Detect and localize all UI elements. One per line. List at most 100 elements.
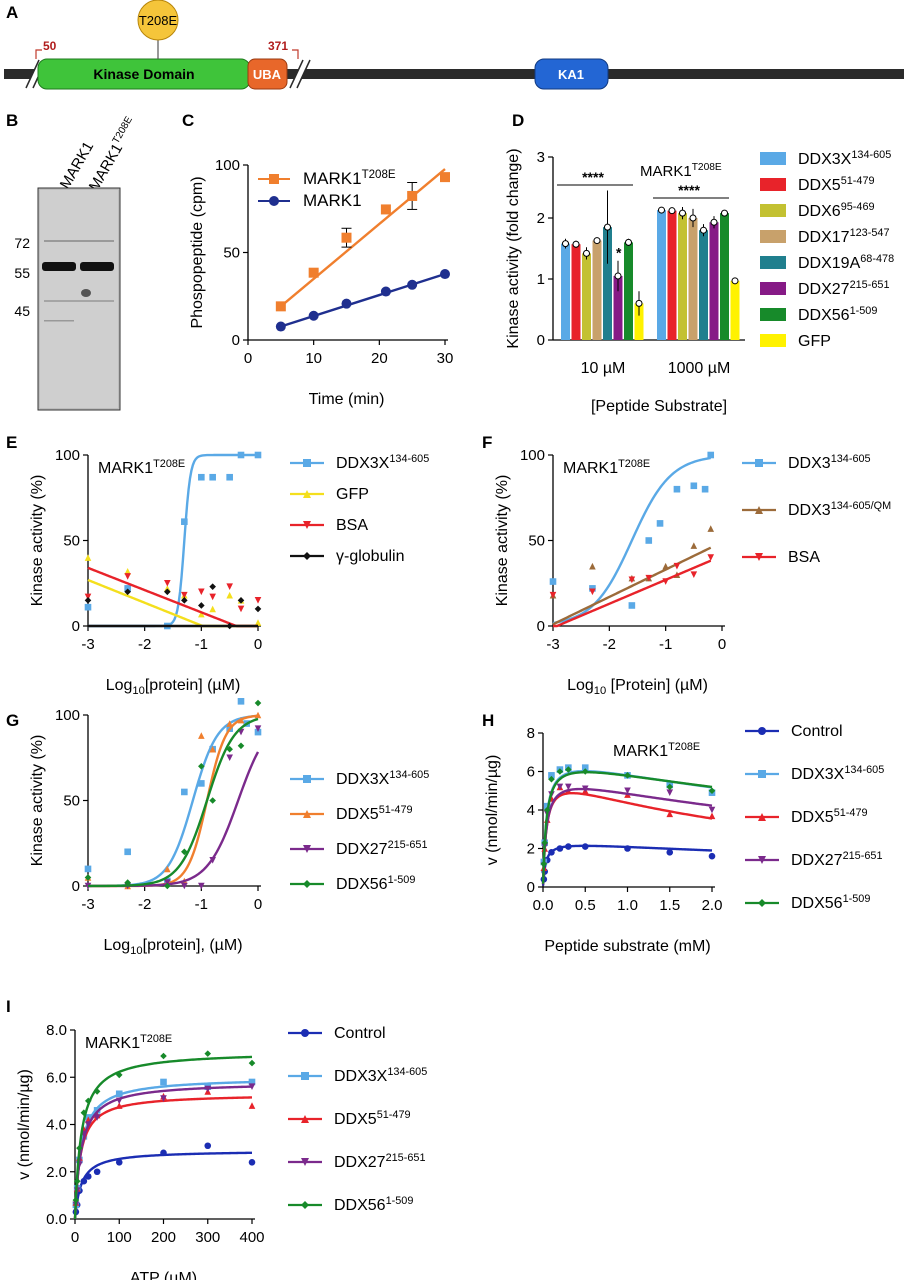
- legend-label-sup: 215-651: [388, 839, 428, 851]
- legend-label-sup: 51-479: [834, 807, 868, 819]
- y-tick-label: 8: [527, 725, 535, 742]
- y-axis-label: Phospopeptide (cpm): [189, 176, 206, 328]
- panel-letter-g: G: [6, 711, 19, 730]
- data-point: [226, 745, 233, 753]
- mutation-badge: [137, 0, 179, 41]
- x-tick-label: 0: [254, 896, 262, 913]
- chart-title-sup: T208E: [692, 162, 722, 173]
- y-tick-label: 50: [63, 533, 80, 550]
- data-point: [624, 845, 631, 852]
- data-point: [93, 1114, 101, 1121]
- data-point: [679, 209, 686, 217]
- data-point: [209, 605, 216, 613]
- legend-marker: [303, 880, 311, 888]
- data-point: [160, 1149, 167, 1157]
- data-point: [181, 882, 188, 890]
- break-line-right-1: [289, 59, 304, 89]
- bar: [582, 253, 591, 340]
- end-bracket: [292, 49, 299, 59]
- x-axis-label: Time (min): [309, 391, 385, 408]
- data-point: [549, 578, 557, 585]
- legend-label: DDX17123-547: [798, 227, 890, 246]
- x-tick-label: -3: [81, 636, 94, 653]
- legend-marker: [758, 813, 766, 821]
- data-point: [440, 172, 450, 183]
- legend-label-main: DDX56: [798, 307, 850, 324]
- chart-title-main: MARK1: [85, 1035, 140, 1052]
- y-axis-label: v (nmol/min/µg): [16, 1069, 33, 1180]
- panel-a: A 50 371 Kinase Domain UBA KA1 T208E: [4, 0, 904, 90]
- legend-label-sup: 134-605: [389, 453, 429, 465]
- fit-curve: [552, 456, 711, 625]
- legend-label-sup: 215-651: [850, 279, 890, 291]
- data-point: [407, 190, 418, 201]
- bar: [667, 210, 677, 340]
- data-point: [198, 882, 205, 890]
- x-axis-label-sub: 10: [594, 685, 606, 697]
- panel-c: C 0 50 100 Phospopeptide (cpm) 0 10 20 30 Time (m…: [182, 111, 453, 408]
- data-point: [565, 843, 572, 850]
- data-point: [84, 882, 92, 890]
- gel-marker-72: 72: [14, 235, 30, 251]
- legend-label: DDX551-479: [798, 175, 875, 194]
- legend-label: DDX551-479: [336, 804, 413, 823]
- fit-curve: [553, 559, 712, 628]
- panel-f: F 0 50 100 Kinase activity (%) -3 -2 -1 0 Log10 […: [482, 433, 891, 697]
- data-point: [198, 763, 205, 770]
- data-point: [589, 562, 596, 570]
- y-tick-label: 3: [537, 149, 545, 166]
- break-line-right-2: [296, 59, 311, 89]
- panel-d: D 0 1 2 3 Kinase activity (fold change) 10 µM *…: [505, 111, 894, 415]
- data-point: [581, 843, 589, 850]
- data-point: [666, 810, 674, 818]
- data-point: [237, 451, 245, 459]
- data-point: [407, 279, 418, 290]
- legend-label: DDX561-509: [334, 1195, 413, 1214]
- legend-label-main: γ-globulin: [336, 548, 404, 565]
- x-tick-label: 20: [371, 350, 388, 367]
- gel-faint-band-3: [44, 320, 74, 322]
- data-point: [673, 562, 681, 570]
- legend-label: DDX3X134-605: [798, 149, 891, 168]
- legend-swatch: [760, 178, 786, 191]
- legend-label-main: DDX3: [788, 502, 831, 519]
- gel-spot: [81, 289, 91, 297]
- data-point: [198, 780, 205, 787]
- data-point: [164, 585, 171, 592]
- data-point: [226, 473, 233, 481]
- data-point: [115, 1071, 123, 1079]
- chart-title-sup: T208E: [668, 741, 700, 753]
- x-axis-label: ATP (µM): [130, 1270, 197, 1280]
- x-axis-label-rest: [protein] (µM): [145, 677, 240, 694]
- legend-label-sup: 215-651: [843, 850, 883, 862]
- x-tick-label: 30: [437, 350, 454, 367]
- chart-title: MARK1T208E: [640, 162, 722, 180]
- gel-background: [40, 190, 118, 408]
- legend-label: DDX19A68-478: [798, 253, 894, 272]
- data-point: [124, 848, 131, 856]
- gel-faint-band-2: [44, 300, 114, 302]
- significance-label: ****: [582, 169, 604, 185]
- data-point: [226, 583, 233, 590]
- x-tick-label: -3: [81, 896, 94, 913]
- data-point: [209, 473, 216, 481]
- legend-label: GFP: [798, 333, 831, 350]
- data-point: [226, 591, 233, 599]
- data-point: [628, 602, 636, 609]
- legend-label-main: DDX19A: [798, 255, 861, 272]
- fit-curve: [73, 1080, 253, 1220]
- legend-label-main: GFP: [336, 486, 369, 503]
- chart-title-sup: T208E: [618, 458, 650, 470]
- x-axis-label-log: Log: [106, 677, 133, 694]
- data-point: [198, 602, 205, 609]
- legend-label: MARK1T208E: [303, 169, 396, 188]
- y-tick-label: 0.0: [46, 1211, 67, 1228]
- star-label: *: [616, 245, 622, 261]
- legend-label-main: DDX27: [791, 852, 843, 869]
- data-point: [84, 865, 92, 873]
- data-point: [614, 272, 622, 280]
- data-point: [543, 806, 551, 814]
- data-point: [308, 267, 319, 278]
- legend-marker: [758, 899, 766, 907]
- y-tick-label: 0: [537, 618, 545, 635]
